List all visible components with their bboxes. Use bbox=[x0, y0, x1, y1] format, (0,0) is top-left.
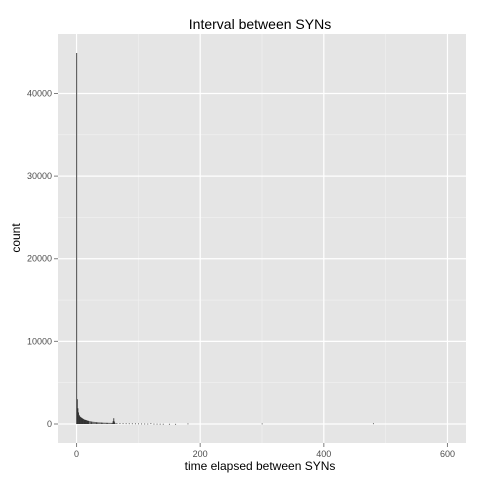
histogram-bars bbox=[76, 53, 374, 425]
x-tick-label: 600 bbox=[440, 449, 455, 459]
histogram-bar bbox=[98, 422, 100, 424]
histogram-bar bbox=[84, 419, 86, 424]
histogram-bar bbox=[97, 422, 99, 424]
x-axis: 0 200 400 600 bbox=[74, 443, 455, 459]
histogram-bar bbox=[78, 414, 80, 424]
minor-grid bbox=[58, 34, 466, 443]
histogram-bar bbox=[105, 422, 107, 424]
histogram-bar bbox=[112, 421, 114, 424]
histogram-bar bbox=[144, 423, 146, 425]
histogram-bar bbox=[78, 412, 79, 424]
histogram-bar bbox=[100, 422, 102, 424]
x-tick-label: 400 bbox=[316, 449, 331, 459]
histogram-bar bbox=[141, 423, 143, 425]
histogram-bar bbox=[372, 423, 374, 425]
x-tick-label: 0 bbox=[74, 449, 79, 459]
histogram-bar bbox=[134, 423, 136, 425]
histogram-bar bbox=[80, 417, 82, 424]
histogram-bar bbox=[77, 408, 79, 424]
histogram-bar bbox=[86, 420, 88, 424]
histogram-bar bbox=[85, 420, 87, 424]
histogram-bar bbox=[153, 423, 155, 425]
histogram-bar bbox=[86, 420, 88, 424]
histogram-bar bbox=[138, 423, 139, 425]
y-tick-label: 40000 bbox=[27, 88, 52, 98]
histogram-bar bbox=[81, 417, 83, 424]
histogram-bar bbox=[103, 422, 105, 424]
histogram-bar bbox=[113, 421, 115, 424]
histogram-bar bbox=[114, 422, 116, 424]
histogram-bar bbox=[76, 53, 78, 424]
x-axis-title: time elapsed between SYNs bbox=[185, 459, 336, 473]
histogram-bar bbox=[84, 419, 86, 424]
histogram-bar bbox=[102, 422, 104, 424]
histogram-bar bbox=[113, 418, 115, 424]
histogram-bar bbox=[83, 419, 84, 424]
y-axis-title: count bbox=[9, 223, 23, 253]
chart-title: Interval between SYNs bbox=[189, 16, 331, 32]
histogram-bar bbox=[122, 423, 124, 425]
histogram-bar bbox=[110, 422, 112, 424]
y-tick-label: 0 bbox=[47, 419, 52, 429]
histogram-bar bbox=[187, 423, 189, 425]
histogram-bar bbox=[147, 423, 149, 425]
histogram-bar bbox=[162, 423, 164, 425]
histogram-bar bbox=[93, 421, 95, 424]
histogram-bar bbox=[79, 416, 81, 424]
histogram-bar bbox=[91, 421, 92, 424]
y-tick-label: 30000 bbox=[27, 171, 52, 181]
histogram-bar bbox=[175, 423, 177, 425]
histogram-bar bbox=[96, 422, 97, 424]
histogram-bar bbox=[150, 423, 152, 425]
y-tick-label: 20000 bbox=[27, 254, 52, 264]
y-tick-label: 10000 bbox=[27, 336, 52, 346]
histogram-bar bbox=[116, 423, 118, 424]
histogram-bar bbox=[159, 423, 161, 425]
histogram-bar bbox=[109, 422, 111, 424]
histogram-bar bbox=[83, 419, 85, 424]
histogram-bar bbox=[88, 421, 90, 424]
histogram-bar bbox=[94, 422, 96, 424]
histogram-bar bbox=[107, 422, 109, 424]
histogram-bar bbox=[168, 423, 170, 425]
histogram-bar bbox=[99, 422, 101, 424]
histogram-bar bbox=[131, 423, 133, 425]
histogram-bar bbox=[92, 421, 94, 424]
histogram-bar bbox=[156, 423, 158, 425]
histogram-bar bbox=[89, 421, 91, 424]
histogram-bar bbox=[119, 423, 121, 424]
histogram-bar bbox=[125, 423, 127, 425]
histogram-bar bbox=[87, 420, 89, 424]
y-axis: 0 10000 20000 30000 40000 bbox=[27, 88, 58, 429]
histogram-bar bbox=[108, 422, 110, 424]
histogram-bar bbox=[79, 416, 81, 424]
histogram-bar bbox=[128, 423, 130, 425]
histogram-bar bbox=[76, 399, 78, 424]
histogram-bar bbox=[261, 423, 263, 425]
histogram-bar bbox=[81, 418, 83, 424]
histogram-bar bbox=[112, 422, 113, 424]
histogram-bar bbox=[82, 418, 84, 424]
histogram-bar bbox=[87, 420, 89, 424]
x-tick-label: 200 bbox=[193, 449, 208, 459]
histogram-bar bbox=[104, 422, 106, 424]
